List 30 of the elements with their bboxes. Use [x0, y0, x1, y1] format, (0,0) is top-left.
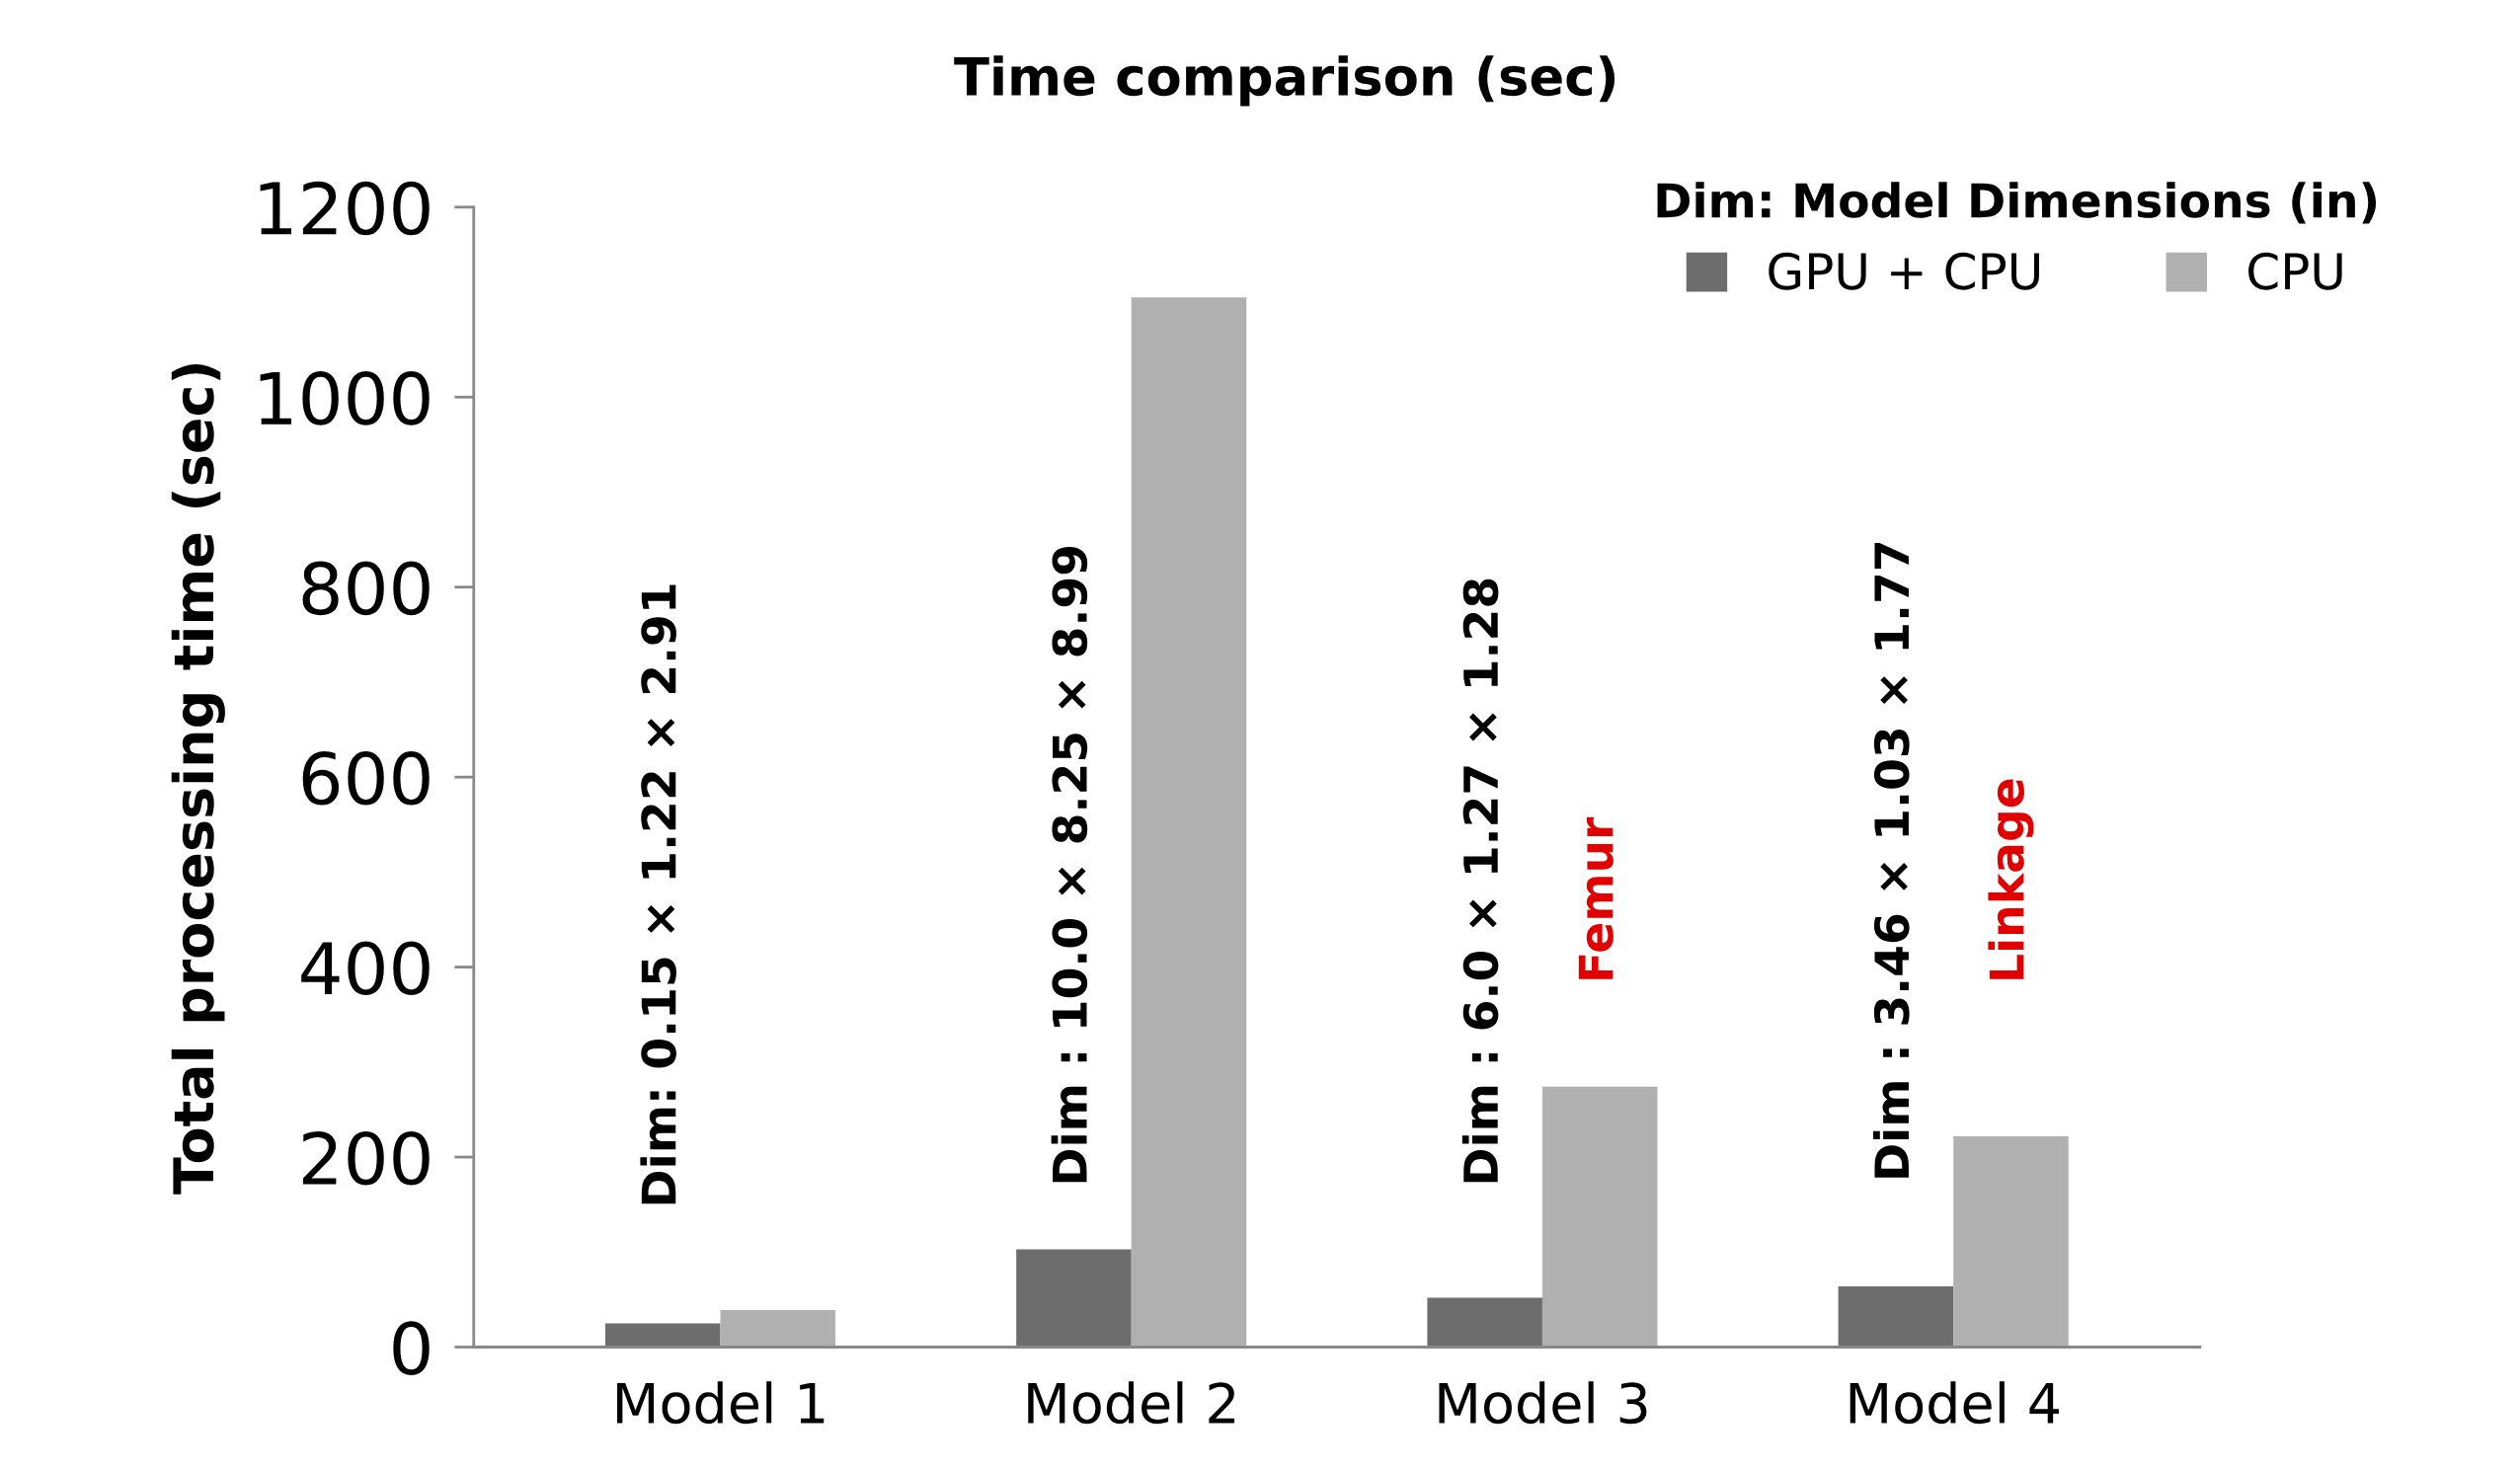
x-tick-label: Model 4: [1850, 1381, 2059, 1425]
y-tick-label: 600: [302, 750, 430, 806]
annotation: Dim : 6.0 × 1.27 × 1.28: [1461, 579, 1499, 1183]
bar: [720, 1309, 836, 1348]
annotation: Dim: 0.15 × 1.22 × 2.91: [640, 584, 676, 1204]
y-tick-label: 1000: [260, 371, 430, 425]
bar: [1838, 1285, 1954, 1348]
y-tick-label: 400: [301, 941, 430, 996]
x-tick-label: Model 3: [1439, 1381, 1647, 1425]
bar: [1131, 297, 1247, 1348]
y-axis-title: Total processing time (sec): [171, 363, 225, 1195]
y-tick-label: 0: [393, 1321, 430, 1375]
annotation: Dim : 10.0 × 8.25 × 8.99: [1051, 546, 1088, 1183]
legend-label: GPU + CPU: [1769, 252, 2039, 290]
bar: [1016, 1249, 1132, 1348]
x-tick-label: Model 2: [1028, 1381, 1235, 1425]
chart-title: Time comparison (sec): [954, 55, 1615, 107]
x-tick-label: Model 1: [617, 1381, 825, 1425]
annotation: Femur: [1578, 816, 1614, 979]
y-tick-label: 1200: [260, 181, 430, 236]
annotation: Linkage: [1988, 779, 2034, 979]
bar: [604, 1323, 721, 1348]
y-tick-label: 200: [302, 1130, 430, 1186]
legend-title: Dim: Model Dimensions (in): [1657, 182, 2377, 224]
y-tick-label: 800: [302, 561, 430, 616]
bar: [1427, 1297, 1542, 1348]
bar: [1541, 1086, 1658, 1348]
annotation: Dim : 3.46 × 1.03 × 1.77: [1873, 543, 1910, 1178]
bar: [1953, 1135, 2069, 1348]
legend-label: CPU: [2248, 252, 2342, 290]
